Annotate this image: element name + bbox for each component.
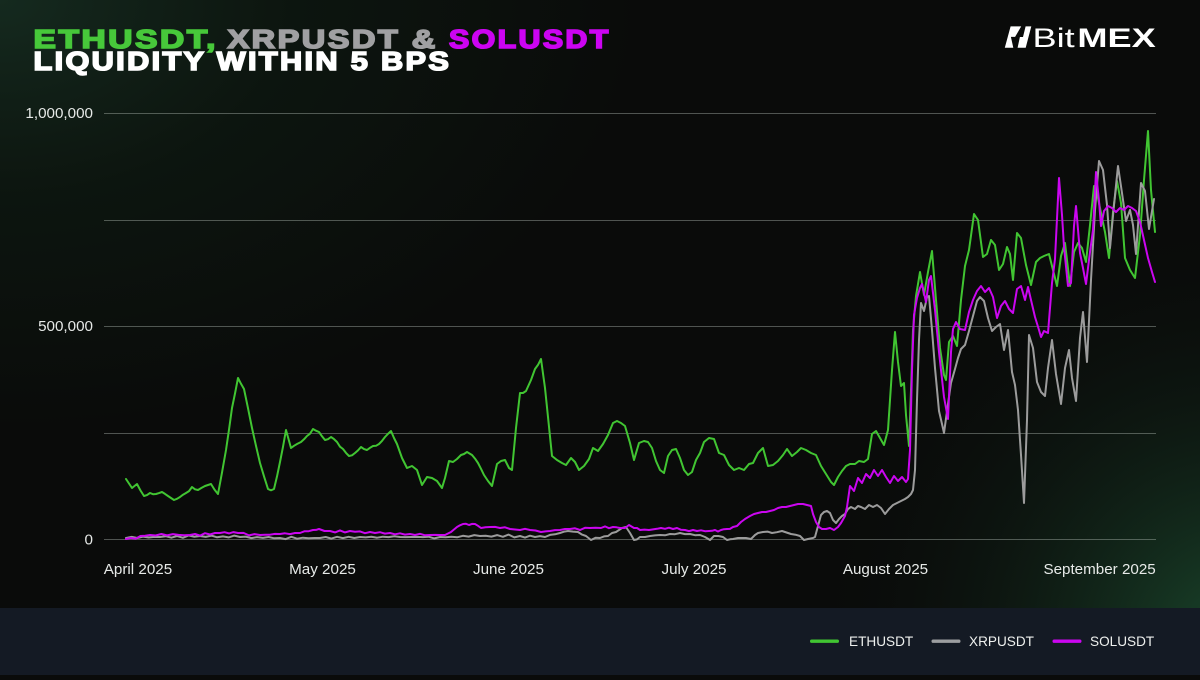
svg-text:August 2025: August 2025 [843,561,928,578]
svg-text:ETHUSDT: ETHUSDT [849,634,913,649]
svg-text:September 2025: September 2025 [1043,561,1155,578]
svg-text:May 2025: May 2025 [289,561,356,578]
svg-text:500,000: 500,000 [38,318,93,335]
svg-text:XRPUSDT &: XRPUSDT & [228,25,438,54]
svg-text:SOLUSDT: SOLUSDT [449,24,611,53]
svg-text:LIQUIDITY WITHIN 5 BPS: LIQUIDITY WITHIN 5 BPS [34,47,452,76]
svg-text:April 2025: April 2025 [104,561,172,578]
svg-text:0: 0 [85,531,93,548]
svg-text:Bit: Bit [1033,22,1075,52]
svg-text:SOLUSDT: SOLUSDT [1090,634,1154,649]
svg-text:June 2025: June 2025 [473,561,544,578]
svg-text:ETHUSDT,: ETHUSDT, [34,25,219,54]
svg-text:July 2025: July 2025 [661,561,726,578]
svg-text:XRPUSDT: XRPUSDT [969,634,1034,649]
svg-text:1,000,000: 1,000,000 [25,105,93,122]
svg-text:MEX: MEX [1077,22,1155,52]
